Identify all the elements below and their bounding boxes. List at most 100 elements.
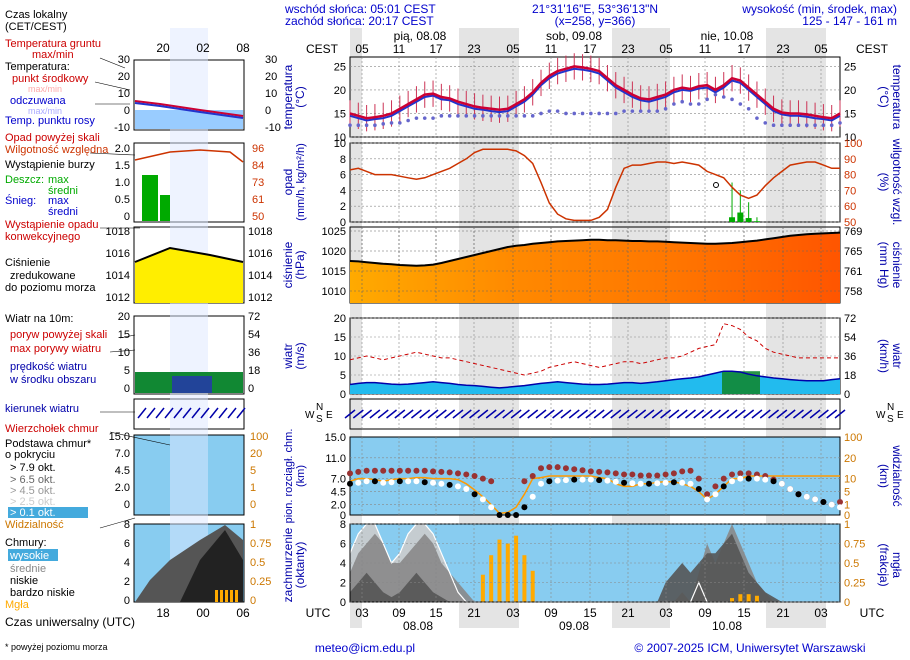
- cloud-base-dot: [604, 477, 611, 484]
- cloud-top-dot: [463, 471, 470, 478]
- wind-arrow: [386, 409, 397, 419]
- elevation-values: 125 - 147 - 161 m: [802, 14, 897, 28]
- cloud-top-dot: [521, 478, 528, 485]
- utc-time-label: Czas uniwersalny (UTC): [5, 615, 135, 629]
- cloud-axis-label: pion. rozciągł. chm.: [283, 429, 295, 524]
- cloud-base-dot: [803, 493, 810, 500]
- wind-arrow: [585, 409, 597, 419]
- legend-leader-line: [109, 431, 171, 446]
- dew-point-dot: [564, 111, 568, 116]
- cloud-tick-label: 15.0: [325, 432, 346, 444]
- wind-arrow: [452, 409, 464, 419]
- dew-point-dot: [829, 123, 834, 128]
- cc-tick-label: 6: [340, 539, 346, 551]
- okt5-swatch: [8, 507, 88, 518]
- top-hour-label: 17: [583, 42, 597, 56]
- legend-wind-arrow: [209, 407, 219, 419]
- cloud-base-dot: [421, 479, 428, 486]
- fog-bar: [522, 555, 527, 602]
- wind-arrow: [668, 409, 680, 419]
- cloud-base-dot: [745, 475, 752, 482]
- dew-point-dot: [738, 102, 743, 106]
- wind-arrow: [444, 409, 456, 419]
- fog-bar: [738, 594, 743, 602]
- wind-arrow: [352, 409, 364, 419]
- cloud-top-dot: [363, 467, 370, 474]
- dew-point-dot: [530, 114, 535, 118]
- dew-point-dot: [522, 114, 527, 118]
- wind-arrow: [768, 409, 780, 419]
- legend-tick: 50: [252, 211, 264, 223]
- okt2-label: > 6.5 okt.: [10, 474, 56, 486]
- okt4-label: > 2.5 okt.: [10, 496, 56, 508]
- fog-bar: [514, 535, 519, 602]
- legend-wind-area2: [172, 376, 212, 393]
- cloud-top-dot: [438, 468, 445, 475]
- dew-point-dot: [447, 114, 452, 118]
- wind-tick-label: 15: [334, 332, 346, 344]
- legend-tick: 2.0: [115, 143, 130, 155]
- dew-point-dot: [514, 114, 518, 118]
- kmh-tick-label: 0: [844, 389, 850, 401]
- legend-tick: 0: [250, 595, 256, 607]
- cloud-top-dot: [729, 471, 736, 478]
- dew-point-dot: [804, 123, 809, 128]
- dew-point-dot: [381, 122, 386, 126]
- temp-tick-label: 10: [844, 132, 856, 144]
- wind-arrow: [535, 409, 547, 419]
- cloud-base-dot: [629, 480, 636, 487]
- temp-tick-label: 25: [334, 61, 346, 73]
- temp-axis-unit-r: (°C): [877, 86, 891, 107]
- compass-letter: N: [316, 402, 323, 413]
- legend-tick: 0.5: [250, 557, 265, 569]
- wind-tick-label: 5: [340, 370, 346, 382]
- wind-arrow: [726, 409, 738, 419]
- precip-axis-unit: (mm/h, kg/m²/h): [295, 143, 307, 221]
- day-label: nie, 10.08: [701, 29, 754, 43]
- cloud-base-dot: [405, 478, 412, 485]
- legend-tick: 15: [118, 329, 130, 341]
- wind-arrow: [610, 409, 622, 419]
- wind-arrow: [502, 409, 514, 419]
- humidity-tick-label: 50: [844, 217, 856, 229]
- pressure-sub2: do poziomu morza: [5, 282, 96, 294]
- legend-tick: 0: [124, 499, 130, 511]
- legend-tick: 7.0: [115, 448, 130, 460]
- legend-tick: 100: [250, 431, 268, 443]
- dew-point-dot: [456, 114, 460, 118]
- legend-wind-arrow: [173, 407, 183, 419]
- felt-temp-label: odczuwana: [10, 95, 67, 107]
- wind-arrow: [809, 409, 821, 419]
- dew-point-dot: [746, 106, 751, 111]
- temp-axis-unit: (°C): [293, 86, 307, 107]
- legend-top-hour: 20: [156, 41, 170, 55]
- cloud-base-dot: [654, 480, 661, 487]
- cloud-base-dot: [687, 480, 694, 487]
- clouds-label: Chmury:: [5, 537, 47, 549]
- wind-arrow: [494, 409, 505, 419]
- legend-bottom-hour: 06: [236, 606, 250, 620]
- vis-tick-label: 5: [844, 487, 850, 499]
- legend-tick: 0: [248, 383, 254, 395]
- pressure-tick-label: 1025: [322, 226, 346, 238]
- kmh-tick-label: 54: [844, 332, 856, 344]
- cloud-top-dot: [405, 467, 412, 474]
- fog-bar: [530, 570, 535, 602]
- dew-point-dot: [481, 114, 485, 118]
- cloud-top-dot: [737, 470, 744, 477]
- snow-max-label: max: [48, 195, 69, 207]
- temp-axis-label-r: temperatura: [890, 65, 904, 130]
- pressure-sub1: zredukowane: [10, 270, 75, 282]
- legend-leader-line: [99, 517, 136, 529]
- dew-point-dot: [497, 114, 502, 118]
- cloud-base-dot: [778, 480, 785, 487]
- precip-tick-label: 6: [340, 170, 346, 182]
- legend-tick: 0: [265, 105, 271, 117]
- legend-tick: 4: [124, 557, 130, 569]
- pressure-line: [349, 231, 841, 267]
- cloud-base-dot: [828, 501, 835, 508]
- legend-tick: 20: [250, 448, 262, 460]
- bottom-hour-label: 15: [737, 606, 751, 620]
- legend-leader-line: [89, 152, 136, 156]
- legend-tick: 20: [118, 71, 130, 83]
